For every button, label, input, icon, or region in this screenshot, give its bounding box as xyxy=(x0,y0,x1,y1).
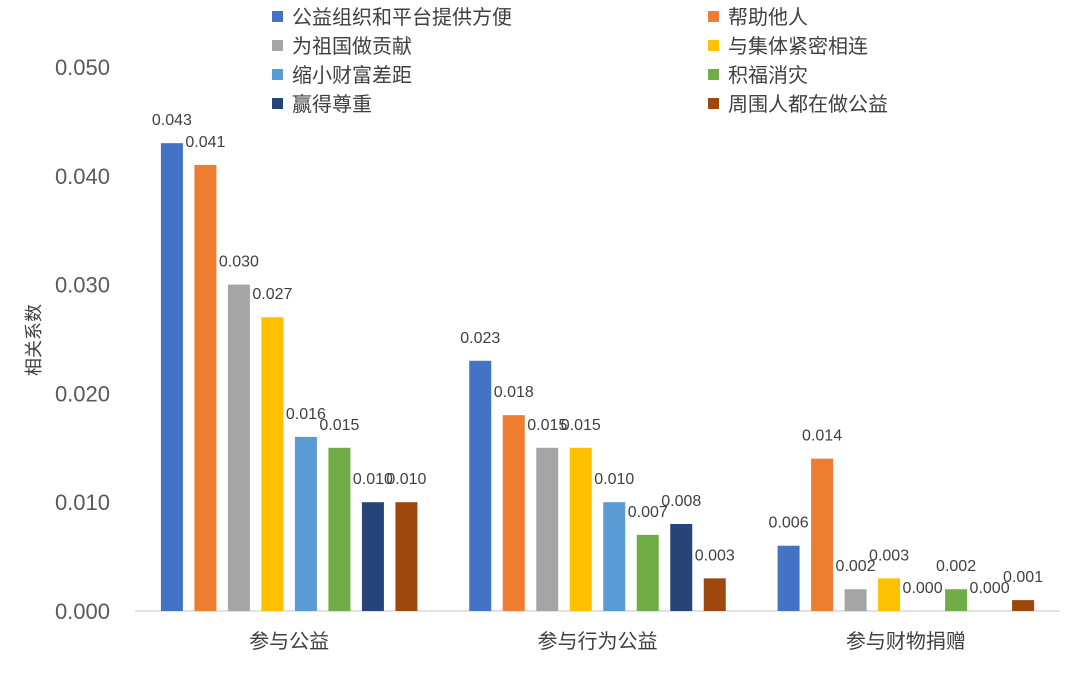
data-label: 0.027 xyxy=(252,286,292,303)
y-tick-label: 0.040 xyxy=(55,164,110,189)
data-label: 0.003 xyxy=(869,547,909,564)
legend-swatch xyxy=(272,40,283,51)
bar xyxy=(636,534,659,611)
bar xyxy=(227,284,250,611)
data-label: 0.043 xyxy=(152,112,192,129)
data-label: 0.002 xyxy=(836,558,876,575)
data-label: 0.007 xyxy=(628,504,668,521)
bar xyxy=(395,502,418,611)
bar xyxy=(603,502,626,611)
legend-swatch xyxy=(708,40,719,51)
x-category-label: 参与财物捐赠 xyxy=(846,629,966,653)
legend-swatch xyxy=(708,98,719,109)
bar xyxy=(502,415,525,611)
data-labels-group: 0.0430.0410.0300.0270.0160.0150.0100.010… xyxy=(152,112,1043,597)
bar xyxy=(194,164,217,612)
bars-group xyxy=(160,143,1035,612)
data-label: 0.010 xyxy=(594,471,634,488)
data-label: 0.041 xyxy=(185,134,225,151)
data-label: 0.015 xyxy=(527,417,567,434)
y-axis-label: 相关系数 xyxy=(24,304,45,376)
bar xyxy=(1012,600,1035,611)
y-tick-label: 0.030 xyxy=(55,273,110,298)
x-category-label: 参与行为公益 xyxy=(538,629,658,653)
y-tick-label: 0.020 xyxy=(55,381,110,406)
bar xyxy=(328,447,351,611)
data-label: 0.000 xyxy=(903,580,943,597)
legend-entry: 公益组织和平台提供方便 xyxy=(292,5,512,29)
data-label: 0.000 xyxy=(970,580,1010,597)
legend-entry: 与集体紧密相连 xyxy=(728,34,868,58)
data-label: 0.015 xyxy=(561,417,601,434)
data-label: 0.030 xyxy=(219,254,259,271)
bar xyxy=(361,502,384,611)
data-label: 0.003 xyxy=(695,547,735,564)
bar xyxy=(844,589,867,611)
data-label: 0.018 xyxy=(494,384,534,401)
data-label: 0.010 xyxy=(386,471,426,488)
legend-entry: 赢得尊重 xyxy=(292,92,372,116)
y-tick-label: 0.010 xyxy=(55,490,110,515)
bar xyxy=(811,458,834,611)
category-labels-group: 参与公益 参与行为公益 参与财物捐赠 xyxy=(249,629,966,653)
data-label: 0.015 xyxy=(319,417,359,434)
legend-swatch xyxy=(272,69,283,80)
legend-swatch xyxy=(272,98,283,109)
legend-swatch xyxy=(708,69,719,80)
y-axis-ticks: 0.000 0.010 0.020 0.030 0.040 0.050 xyxy=(55,55,110,624)
data-label: 0.023 xyxy=(460,330,500,347)
legend-swatch xyxy=(708,11,719,22)
legend-entry: 为祖国做贡献 xyxy=(292,34,412,58)
data-label: 0.001 xyxy=(1003,569,1043,586)
bar xyxy=(536,447,559,611)
data-label: 0.006 xyxy=(769,515,809,532)
bar xyxy=(703,578,726,611)
x-category-label: 参与公益 xyxy=(249,629,329,653)
bar xyxy=(945,589,968,611)
data-label: 0.010 xyxy=(353,471,393,488)
data-label: 0.016 xyxy=(286,406,326,423)
bar xyxy=(469,360,492,611)
y-tick-label: 0.050 xyxy=(55,55,110,80)
bar xyxy=(670,523,693,611)
legend-entry: 缩小财富差距 xyxy=(292,63,412,87)
bar xyxy=(160,143,183,611)
legend-entry: 周围人都在做公益 xyxy=(728,92,888,116)
y-tick-label: 0.000 xyxy=(55,599,110,624)
data-label: 0.008 xyxy=(661,493,701,510)
bar xyxy=(777,545,800,611)
bar xyxy=(261,317,284,611)
data-label: 0.002 xyxy=(936,558,976,575)
bar xyxy=(294,436,317,611)
bar xyxy=(569,447,592,611)
legend-swatch xyxy=(272,11,283,22)
data-label: 0.014 xyxy=(802,428,842,445)
bar xyxy=(878,578,901,611)
legend-entry: 积福消灾 xyxy=(728,63,808,87)
legend-entry: 帮助他人 xyxy=(728,5,808,29)
